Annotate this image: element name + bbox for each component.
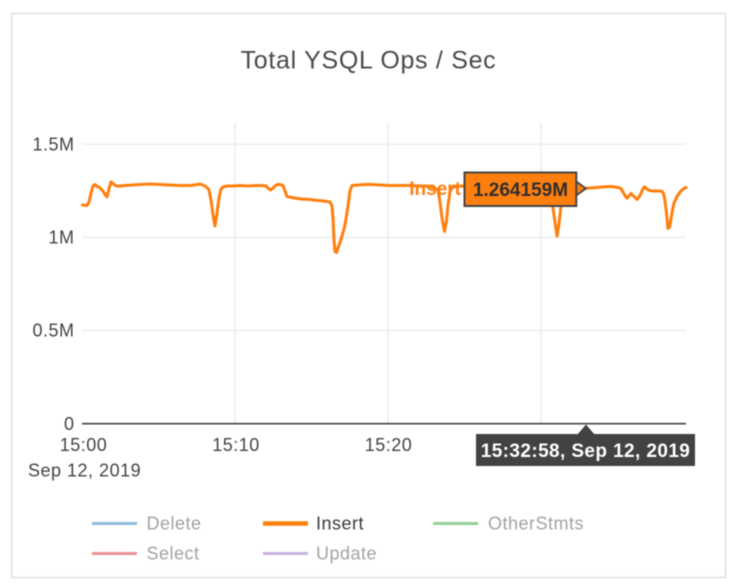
svg-text:15:32:58, Sep 12, 2019: 15:32:58, Sep 12, 2019 [481,441,691,462]
svg-text:15:10: 15:10 [212,435,260,455]
svg-text:15:20: 15:20 [365,435,413,455]
svg-text:OtherStmts: OtherStmts [488,514,584,534]
svg-text:Total YSQL Ops / Sec: Total YSQL Ops / Sec [241,47,497,75]
svg-text:Delete: Delete [147,514,202,534]
svg-text:Insert: Insert [409,179,461,200]
svg-text:Update: Update [316,544,377,564]
svg-text:0.5M: 0.5M [32,321,74,341]
svg-text:Insert: Insert [316,514,364,534]
svg-text:1.264159M: 1.264159M [473,180,568,201]
svg-text:0: 0 [64,414,75,434]
svg-text:Sep 12, 2019: Sep 12, 2019 [28,461,141,481]
svg-text:15:00: 15:00 [60,435,108,455]
svg-text:Select: Select [147,544,200,564]
svg-text:1M: 1M [48,227,74,247]
svg-text:1.5M: 1.5M [32,134,74,154]
